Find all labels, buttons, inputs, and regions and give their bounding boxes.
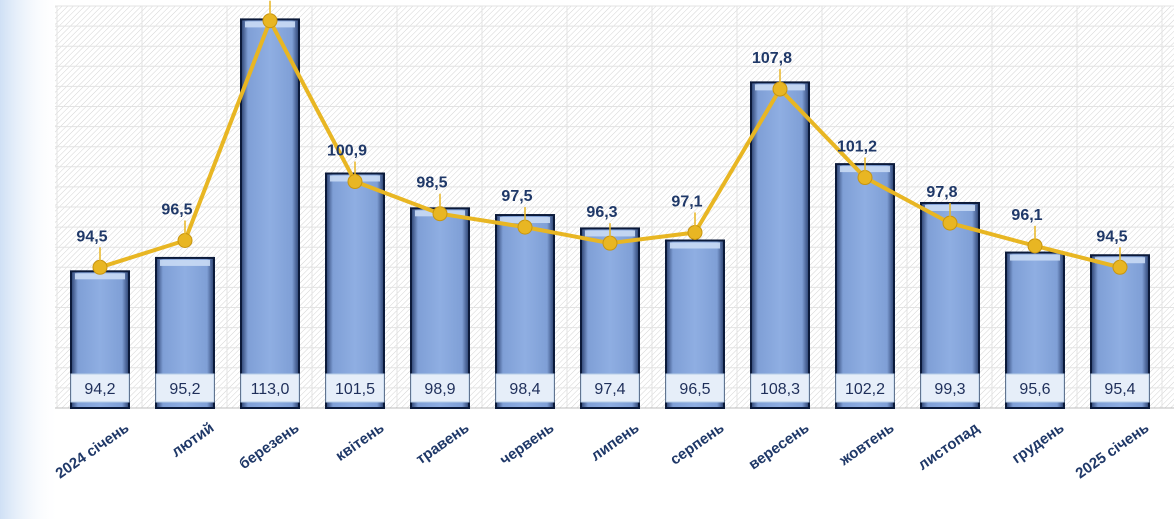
- bar-value-label: 98,9: [424, 381, 455, 398]
- bar-value-label: 108,3: [760, 381, 800, 398]
- line-point: [177, 233, 193, 248]
- bar-value-label: 102,2: [845, 381, 885, 398]
- category-labels-layer: 2024 січень лютий березень квітень травень че…: [53, 419, 1153, 482]
- bar-value-label: 101,5: [335, 381, 375, 398]
- line-value-label: 100,9: [327, 143, 367, 160]
- line-point: [857, 170, 873, 186]
- line-point: [1027, 238, 1043, 254]
- bar-highlight: [670, 242, 720, 249]
- category-label: листопад: [915, 419, 983, 474]
- bar-value-box: [835, 373, 895, 403]
- category-label: травень: [413, 419, 472, 468]
- category-label: лютий: [168, 419, 217, 460]
- bar-value-label: 98,4: [509, 381, 540, 398]
- bar-highlight: [75, 273, 125, 280]
- bar-value-box: [750, 373, 810, 403]
- bar-value-label: 96,5: [679, 381, 710, 398]
- line-point: [942, 215, 958, 231]
- line-value-label: 97,1: [671, 193, 702, 210]
- bar-value-box: [70, 373, 130, 403]
- line-layer: [92, 13, 1128, 275]
- line-value-label: 98,5: [416, 175, 447, 192]
- bar-value-box: [1090, 373, 1150, 403]
- category-label: червень: [497, 419, 557, 468]
- bar-value-box: [155, 373, 215, 403]
- category-label: квітень: [333, 419, 388, 464]
- bar: [325, 172, 385, 409]
- bar: [750, 81, 810, 409]
- line-point: [687, 224, 703, 240]
- line-point: [772, 81, 788, 97]
- line-value-label: 97,8: [926, 184, 957, 201]
- bar-value-box: [1005, 373, 1065, 403]
- bar-highlight: [160, 259, 210, 266]
- bar-value-box: [665, 373, 725, 403]
- line-point: [92, 259, 108, 275]
- line-point: [432, 206, 448, 222]
- line-point: [1112, 259, 1128, 275]
- bar-value-label: 99,3: [934, 381, 965, 398]
- line-point: [347, 174, 363, 190]
- line-value-label: 96,1: [1011, 207, 1042, 224]
- bar-value-box: [240, 373, 300, 403]
- line-value-label: 94,5: [76, 228, 107, 245]
- bar: [835, 163, 895, 409]
- category-label: грудень: [1009, 419, 1067, 467]
- bar-value-box: [410, 373, 470, 403]
- bar-value-label: 95,6: [1019, 381, 1050, 398]
- line-point: [602, 235, 618, 251]
- line-value-label: 107,8: [752, 50, 792, 67]
- bar-value-box: [580, 373, 640, 403]
- category-label: 2025 січень: [1073, 419, 1153, 482]
- bar-value-label: 94,2: [84, 381, 115, 398]
- bar-value-label: 113,0: [251, 381, 290, 398]
- left-glow: [0, 0, 60, 519]
- bar-value-box: [325, 373, 385, 403]
- category-label: серпень: [667, 419, 727, 468]
- line-point: [517, 219, 533, 235]
- bar-value-label: 95,4: [1104, 381, 1135, 398]
- category-label: 2024 січень: [53, 419, 133, 482]
- line-value-label: 101,2: [837, 139, 877, 156]
- bar-labels-layer: 94,2 95,2 113,0 101,5 98,9 98,4 97,4 96,5 108,3 1…: [70, 373, 1150, 403]
- category-label: березень: [236, 419, 302, 473]
- bar-highlight: [1010, 254, 1060, 261]
- line-labels-layer: 94,596,5112,9100,998,597,596,397,1107,81…: [76, 0, 1128, 262]
- category-label: липень: [588, 419, 642, 464]
- line-value-label: 96,3: [586, 204, 617, 221]
- line-point: [262, 13, 278, 29]
- bar-value-box: [495, 373, 555, 403]
- category-label: жовтень: [836, 419, 898, 469]
- bar-value-label: 95,2: [169, 381, 200, 398]
- line-value-label: 97,5: [501, 188, 532, 205]
- category-label: вересень: [745, 419, 812, 473]
- line-value-label: 96,5: [161, 202, 192, 219]
- bar-value-box: [920, 373, 980, 403]
- line-value-label: 94,5: [1096, 228, 1127, 245]
- bar-value-label: 97,4: [594, 381, 625, 398]
